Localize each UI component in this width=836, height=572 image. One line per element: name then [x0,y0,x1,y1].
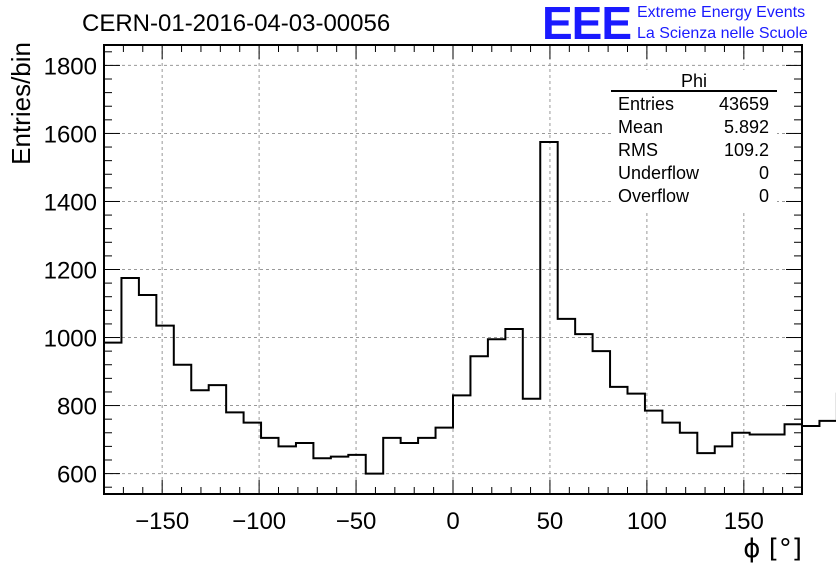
histogram-bar [767,434,784,494]
histogram-bar [505,329,522,494]
stats-value: 0 [759,186,769,206]
x-tick-label: −150 [135,508,189,535]
stats-label: Overflow [618,186,690,206]
histogram-bar [610,387,627,494]
stats-label: Underflow [618,163,700,183]
histogram-bar [470,356,487,494]
stats-value: 0 [759,163,769,183]
stats-box-name: Phi [681,71,707,91]
y-tick-label: 1800 [44,53,97,80]
chart-title: CERN-01-2016-04-03-00056 [82,10,391,37]
histogram-bar [593,351,610,494]
histogram-bar [244,423,261,494]
histogram-bar [313,458,330,494]
histogram-bar [785,424,802,494]
histogram-bar [575,334,592,494]
histogram-bar [209,385,226,494]
histogram-bar [680,433,697,494]
histogram-bar [628,394,645,494]
y-tick-label: 1000 [44,326,97,353]
logo-subtitle-line1: Extreme Energy Events [637,4,806,21]
y-tick-label: 1400 [44,189,97,216]
y-tick-label: 600 [57,462,97,489]
histogram-bar [418,438,435,494]
histogram-bar [715,446,732,494]
histogram-bar [226,412,243,494]
stats-box-background [611,70,777,210]
histogram-bar [174,365,191,494]
histogram-bar [662,423,679,494]
x-tick-label: 0 [446,508,459,535]
y-axis-label: Entries/bin [6,42,36,165]
plot-frame [103,44,803,495]
histogram-outline [104,140,836,475]
histogram-bar [750,434,767,494]
histogram-bar [558,319,575,494]
histogram-bar [331,457,348,494]
histogram-bar [121,278,138,494]
y-tick-label: 1200 [44,258,97,285]
stats-value: 43659 [719,94,769,114]
stats-label: RMS [618,140,658,160]
histogram-bar [819,421,836,494]
histogram-bar [279,446,296,494]
histogram-bar [139,295,156,494]
histogram-bar [732,433,749,494]
histogram-bar [401,443,418,494]
y-tick-label: 800 [57,394,97,421]
histogram-bar [296,443,313,494]
y-tick-label: 1600 [44,121,97,148]
histogram-bar [540,142,557,494]
histogram-bar [261,438,278,494]
eee-logo: EEE [542,0,632,49]
histogram-bar [523,399,540,494]
x-tick-label: 150 [724,508,764,535]
histogram-bar [104,343,121,494]
histogram-bar [156,326,173,494]
labels-layer: −150 −100 −50 0 50 100 150 600 800 1000 1200 1400 16… [44,53,764,535]
histogram-bar [436,428,453,494]
x-tick-label: 50 [537,508,564,535]
histogram-bar [383,438,400,494]
histogram-bar [645,411,662,494]
x-tick-label: −50 [336,508,377,535]
stats-label: Entries [618,94,674,114]
stats-label: Mean [618,117,663,137]
stats-value: 109.2 [724,140,769,160]
x-axis-label: ϕ [°] [743,534,802,564]
histogram-bar [802,426,819,494]
histogram-bar [348,455,365,494]
logo-subtitle-line2: La Scienza nelle Scuole [637,25,808,42]
bars-layer [104,140,836,494]
histogram-bar [488,339,505,494]
histogram-bar [453,395,470,494]
histogram-bar [366,474,383,494]
x-tick-label: 100 [627,508,667,535]
stats-box: Phi Entries 43659 Mean 5.892 RMS 109.2 Underflo… [611,70,777,210]
x-tick-label: −100 [232,508,286,535]
stats-value: 5.892 [724,117,769,137]
